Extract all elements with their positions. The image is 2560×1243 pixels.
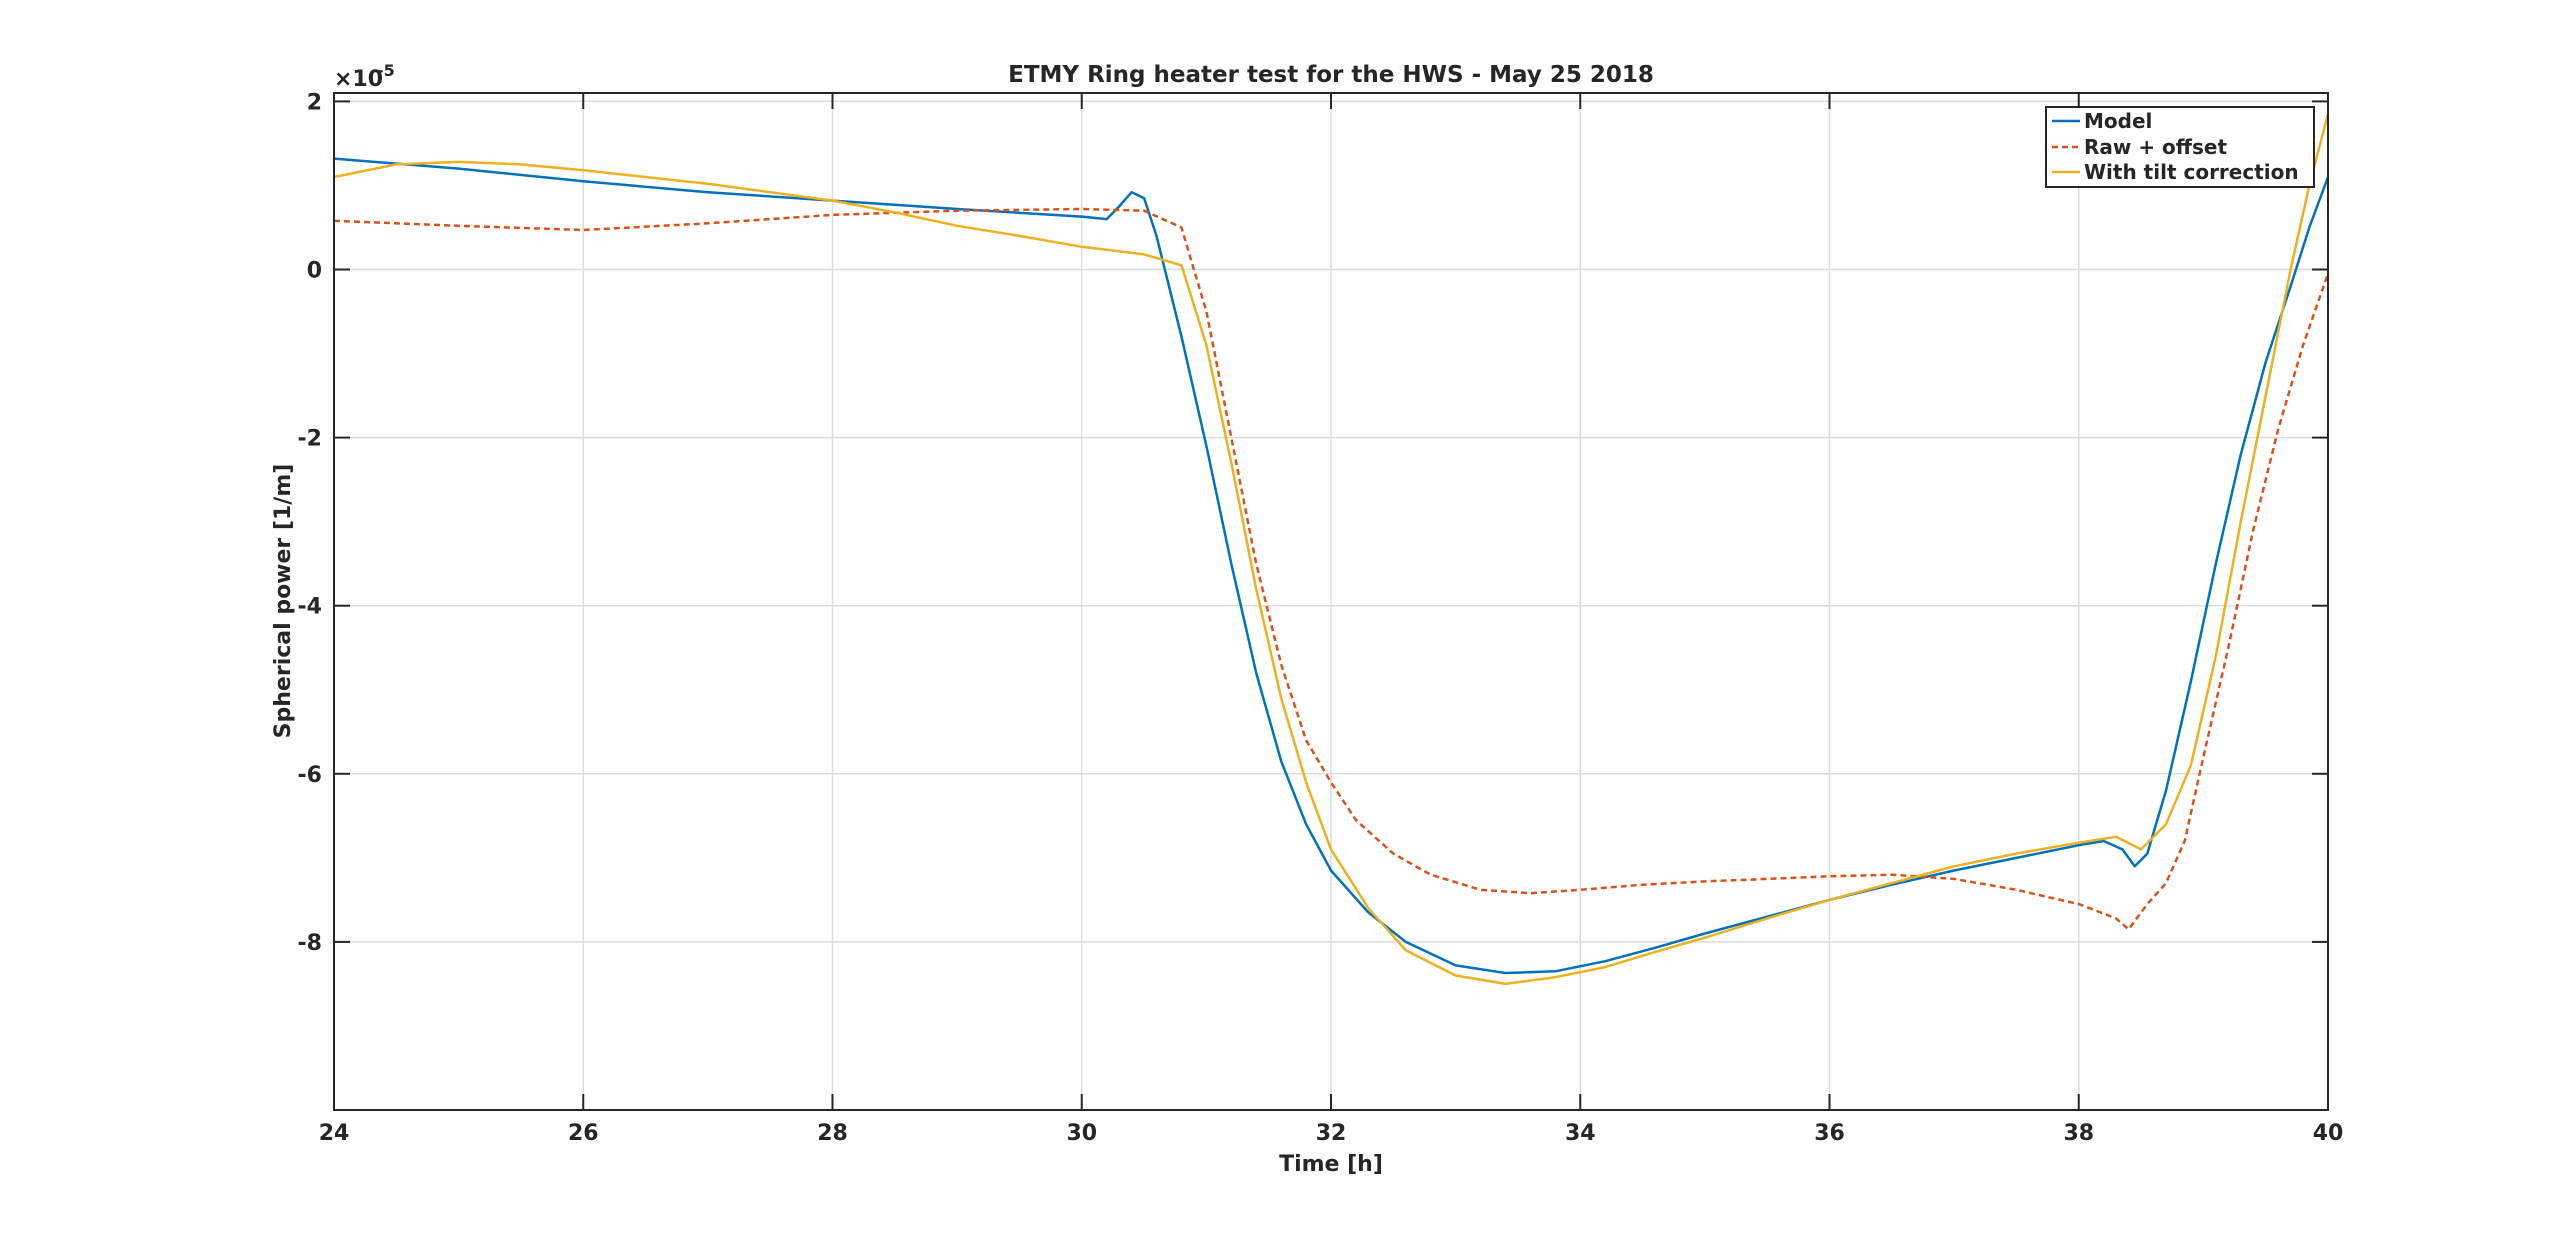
x-tick-label: 28 [817, 1121, 848, 1146]
legend-label-raw-offset: Raw + offset [2084, 135, 2227, 159]
x-tick-label: 24 [319, 1121, 350, 1146]
series-layer [333, 113, 2330, 986]
x-tick-label: 34 [1565, 1121, 1596, 1146]
series-line-with-tilt-correction [333, 113, 2330, 986]
x-tick-label: 30 [1066, 1121, 1097, 1146]
series-line-raw-offset [333, 207, 2330, 931]
y-exponent-base: ×10 [334, 67, 383, 92]
x-axis-label: Time [h] [1279, 1152, 1383, 1177]
y-tick-label: 2 [307, 90, 322, 115]
ticks: 24 26 28 30 32 34 36 38 40 2 0 -2 -4 -6 -8 [298, 90, 2344, 1146]
y-axis-label: Spherical power [1/m] [271, 464, 296, 739]
x-tick-label: 36 [1814, 1121, 1845, 1146]
y-exponent-label: ×10 -5 [334, 61, 395, 92]
legend: Model Raw + offset With tilt correction [2045, 106, 2315, 188]
y-exponent-power: -5 [377, 61, 395, 80]
y-tick-label: -6 [298, 763, 322, 788]
legend-box [2045, 106, 2315, 188]
y-tick-label: 0 [307, 259, 322, 284]
x-tick-label: 32 [1316, 1121, 1347, 1146]
legend-label-model: Model [2084, 109, 2152, 133]
x-tick-label: 26 [568, 1121, 599, 1146]
x-tick-label: 38 [2063, 1121, 2094, 1146]
chart-title: ETMY Ring heater test for the HWS - May … [1008, 62, 1654, 88]
legend-label-tilt-correction: With tilt correction [2084, 160, 2299, 184]
y-tick-label: -8 [298, 931, 322, 956]
y-tick-label: -4 [298, 595, 322, 620]
y-tick-label: -2 [298, 427, 322, 452]
series-line-model [333, 157, 2330, 975]
x-tick-label: 40 [2313, 1121, 2344, 1146]
